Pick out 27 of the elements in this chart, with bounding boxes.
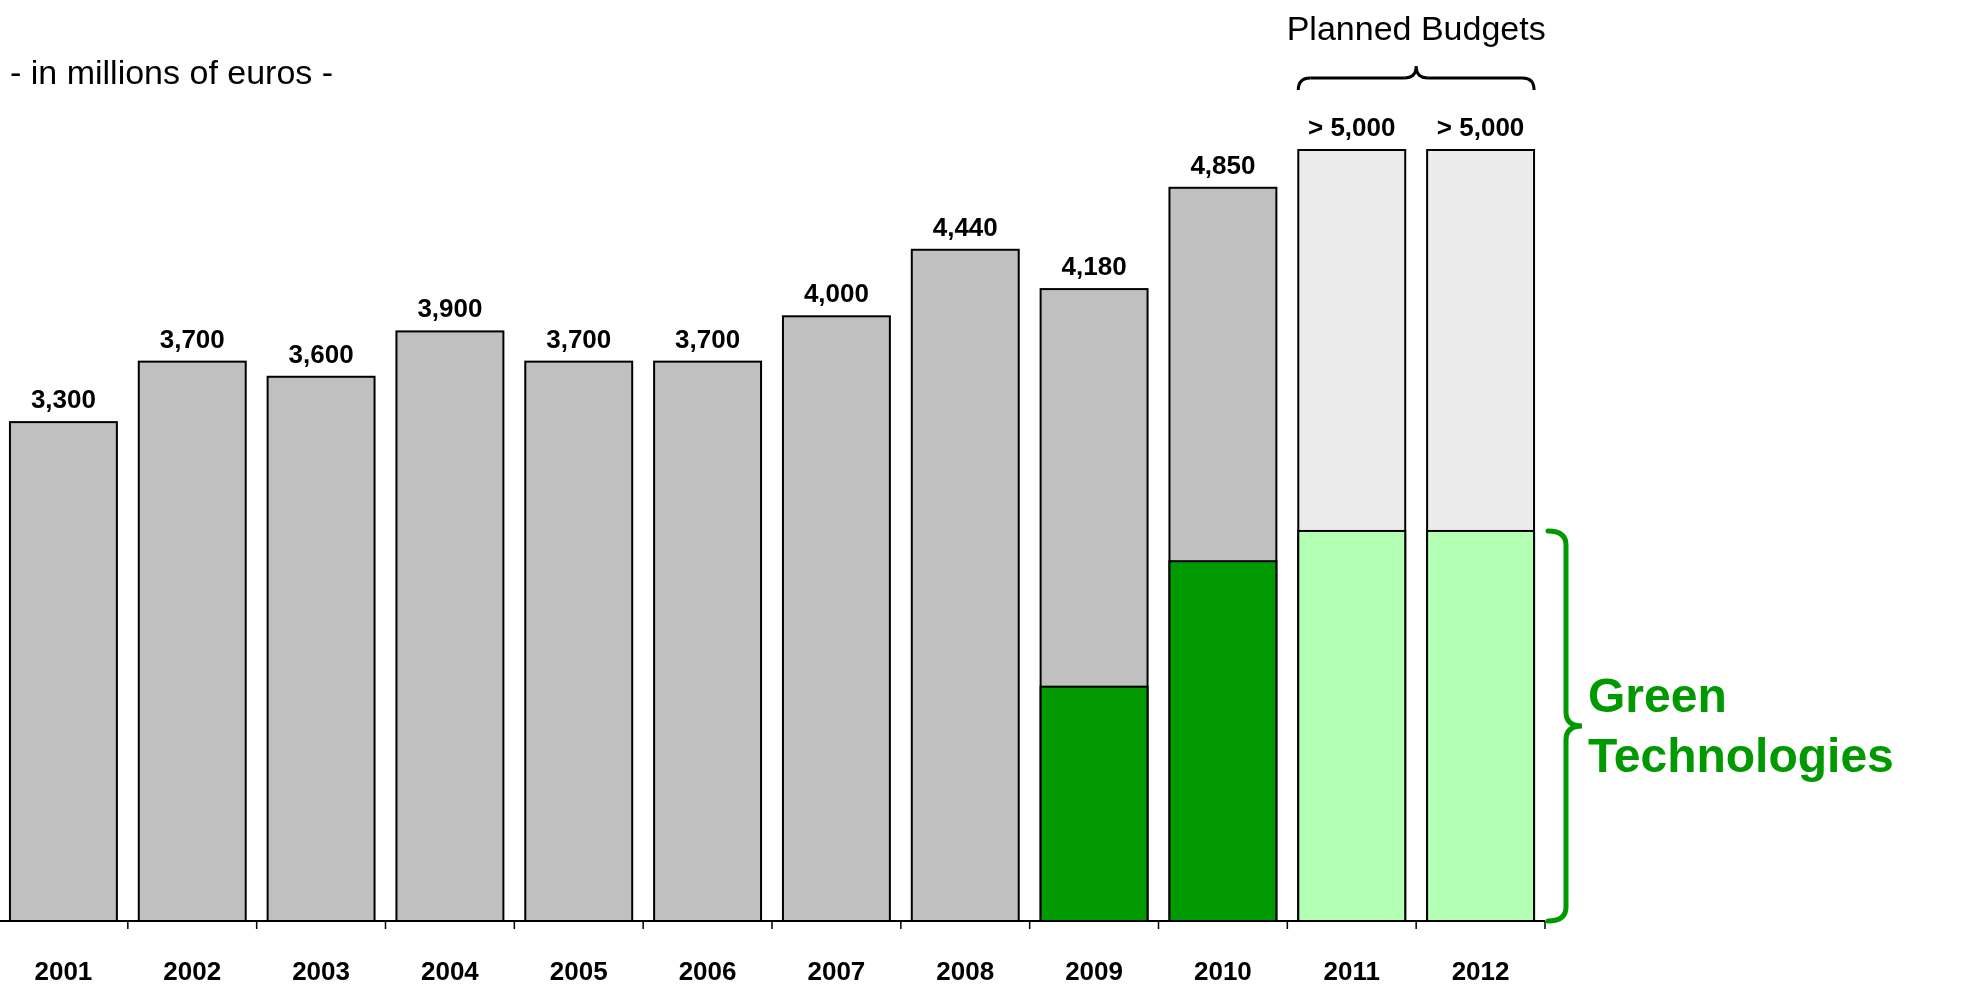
data-label: 4,850 [1190, 149, 1256, 180]
data-label: 3,700 [159, 323, 225, 354]
data-label: 3,600 [288, 338, 354, 369]
x-tick-label: 2008 [936, 956, 995, 986]
data-label: 4,000 [803, 278, 869, 309]
data-label: > 5,000 [1436, 112, 1525, 142]
data-label: 3,900 [417, 293, 483, 324]
data-label: 3,300 [30, 384, 96, 415]
text: - in millions of euros - [10, 53, 334, 91]
x-tick-label: 2012 [1451, 956, 1510, 986]
data-label: 4,180 [1061, 251, 1127, 282]
data-label: 3,700 [675, 323, 741, 354]
x-tick-label: 2011 [1323, 956, 1380, 986]
data-label: 3,700 [546, 323, 612, 354]
x-tick-label: 2007 [807, 956, 866, 986]
x-tick-label: 2005 [549, 956, 608, 986]
text: Planned Budgets [1286, 9, 1546, 47]
x-tick-label: 2002 [163, 956, 222, 986]
data-label: > 5,000 [1308, 112, 1396, 142]
x-tick-label: 2001 [34, 956, 93, 986]
x-tick-label: 2003 [292, 956, 351, 986]
x-tick-label: 2006 [678, 956, 737, 986]
x-tick-label: 2004 [420, 956, 480, 986]
data-label: 4,440 [932, 211, 998, 242]
x-tick-label: 2009 [1065, 956, 1124, 986]
x-tick-label: 2010 [1193, 956, 1252, 986]
series-label: Green Technologies [1588, 668, 1894, 782]
